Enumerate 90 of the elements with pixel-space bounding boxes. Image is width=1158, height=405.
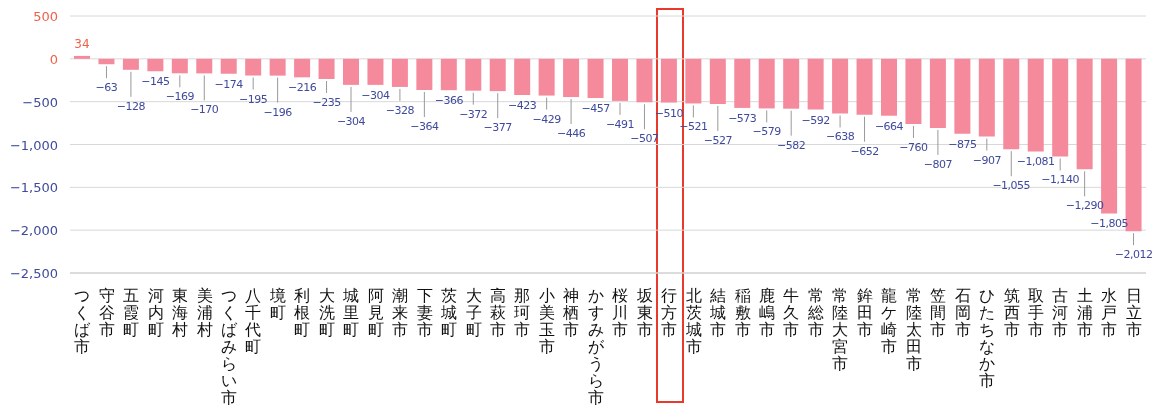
y-tick-label: 0	[49, 51, 58, 67]
x-tick-label: 境町	[268, 286, 286, 322]
y-tick-label: −1,500	[9, 180, 58, 196]
x-tick-label: 常総市	[806, 286, 824, 339]
data-label: −875	[948, 137, 977, 151]
x-tick-label: 北茨城市	[684, 286, 702, 356]
data-label: −491	[605, 117, 635, 131]
x-tick-label: 日立市	[1125, 286, 1142, 339]
y-tick-label: −1,000	[9, 137, 58, 153]
data-label: −652	[850, 144, 879, 158]
data-label: −457	[581, 101, 611, 115]
x-tick-label: 高萩市	[489, 286, 506, 339]
data-label: −216	[287, 81, 317, 95]
data-label: −63	[95, 81, 118, 95]
x-tick-label: 美浦村	[195, 286, 213, 339]
y-tick-label: −2,000	[9, 223, 58, 239]
x-tick-label: 下妻市	[416, 286, 433, 339]
data-label: −195	[239, 92, 268, 106]
x-tick-label: 五霞町	[123, 286, 140, 339]
x-tick-label: 筑西市	[1003, 286, 1020, 339]
data-label: −582	[777, 138, 806, 152]
data-label: −364	[410, 120, 439, 134]
x-tick-label: 取手市	[1027, 286, 1044, 339]
data-label: −145	[141, 75, 170, 89]
data-label: −2,012	[1114, 248, 1153, 262]
data-label: −664	[874, 119, 904, 133]
data-label: −174	[214, 77, 244, 91]
x-tick-label: 桜川市	[612, 286, 629, 339]
x-tick-label: ひたちなか市	[979, 286, 996, 390]
x-tick-label: 結城市	[709, 286, 727, 339]
x-tick-label: つくば市	[74, 286, 92, 356]
x-tick-label: 常陸大宮市	[832, 286, 849, 373]
x-tick-label: 常陸太田市	[905, 286, 922, 373]
data-label: −423	[508, 99, 537, 113]
x-tick-label: 大子町	[465, 286, 482, 339]
x-tick-label: 笠間市	[930, 286, 947, 339]
x-tick-label: 大洗町	[318, 286, 335, 339]
x-tick-label: 土浦市	[1076, 286, 1093, 339]
data-label: 34	[74, 36, 90, 51]
x-tick-label: 河内町	[147, 286, 164, 339]
data-label: −592	[801, 113, 830, 127]
data-label: −760	[899, 140, 929, 154]
data-label: −807	[923, 157, 953, 171]
data-label: −328	[385, 103, 415, 117]
x-tick-label: かすみがうら市	[587, 286, 605, 405]
x-tick-label: 坂東市	[635, 286, 653, 339]
x-tick-label: 小美玉市	[538, 286, 555, 356]
x-tick-label: 阿見町	[367, 286, 384, 339]
data-label: −128	[116, 99, 146, 113]
x-tick-label: 鉾田市	[856, 286, 873, 339]
x-tick-label: 古河市	[1052, 286, 1069, 339]
y-tick-label: −500	[22, 94, 58, 110]
x-tick-label: 東海村	[171, 286, 189, 339]
y-tick-label: −2,500	[9, 266, 58, 281]
x-tick-label: つくばみらい市	[220, 286, 238, 405]
data-label: −170	[190, 103, 219, 117]
x-tick-label: 牛久市	[783, 286, 800, 339]
data-label: −573	[728, 111, 757, 125]
x-tick-label: 鹿嶋市	[758, 286, 775, 339]
data-label: −1,055	[992, 179, 1031, 193]
x-tick-label: 城里町	[342, 286, 360, 339]
x-tick-label: 潮来市	[392, 286, 409, 339]
x-tick-label: 行方市	[661, 286, 678, 339]
x-tick-label: 守谷市	[98, 286, 115, 339]
data-label: −527	[703, 133, 733, 147]
data-label: −366	[434, 94, 464, 108]
data-label: −638	[825, 130, 855, 144]
x-tick-label: 石岡市	[954, 286, 971, 339]
data-label: −304	[361, 88, 391, 102]
x-tick-label: 八千代町	[244, 286, 262, 356]
y-tick-label: 500	[33, 9, 58, 24]
x-tick-label: 水戸市	[1101, 286, 1118, 339]
data-label: −304	[336, 114, 366, 128]
x-tick-label: 茨城町	[440, 286, 458, 339]
data-label: −446	[556, 127, 586, 141]
data-label: −372	[459, 107, 488, 121]
data-label: −169	[165, 90, 195, 104]
x-tick-label: 稲敷市	[734, 286, 751, 339]
data-label: −377	[483, 121, 513, 135]
data-label: −196	[263, 105, 293, 119]
data-label: −429	[532, 112, 562, 126]
x-tick-label: 神栖市	[562, 286, 580, 339]
data-label: −1,140	[1041, 173, 1080, 187]
x-tick-label: 龍ケ崎市	[881, 286, 898, 356]
x-tick-label: 那珂市	[514, 286, 531, 339]
data-label: −907	[972, 153, 1002, 167]
data-label: −1,081	[1016, 155, 1055, 169]
data-label: −579	[752, 125, 782, 139]
x-tick-label: 利根町	[294, 286, 311, 339]
data-label: −235	[312, 95, 342, 109]
